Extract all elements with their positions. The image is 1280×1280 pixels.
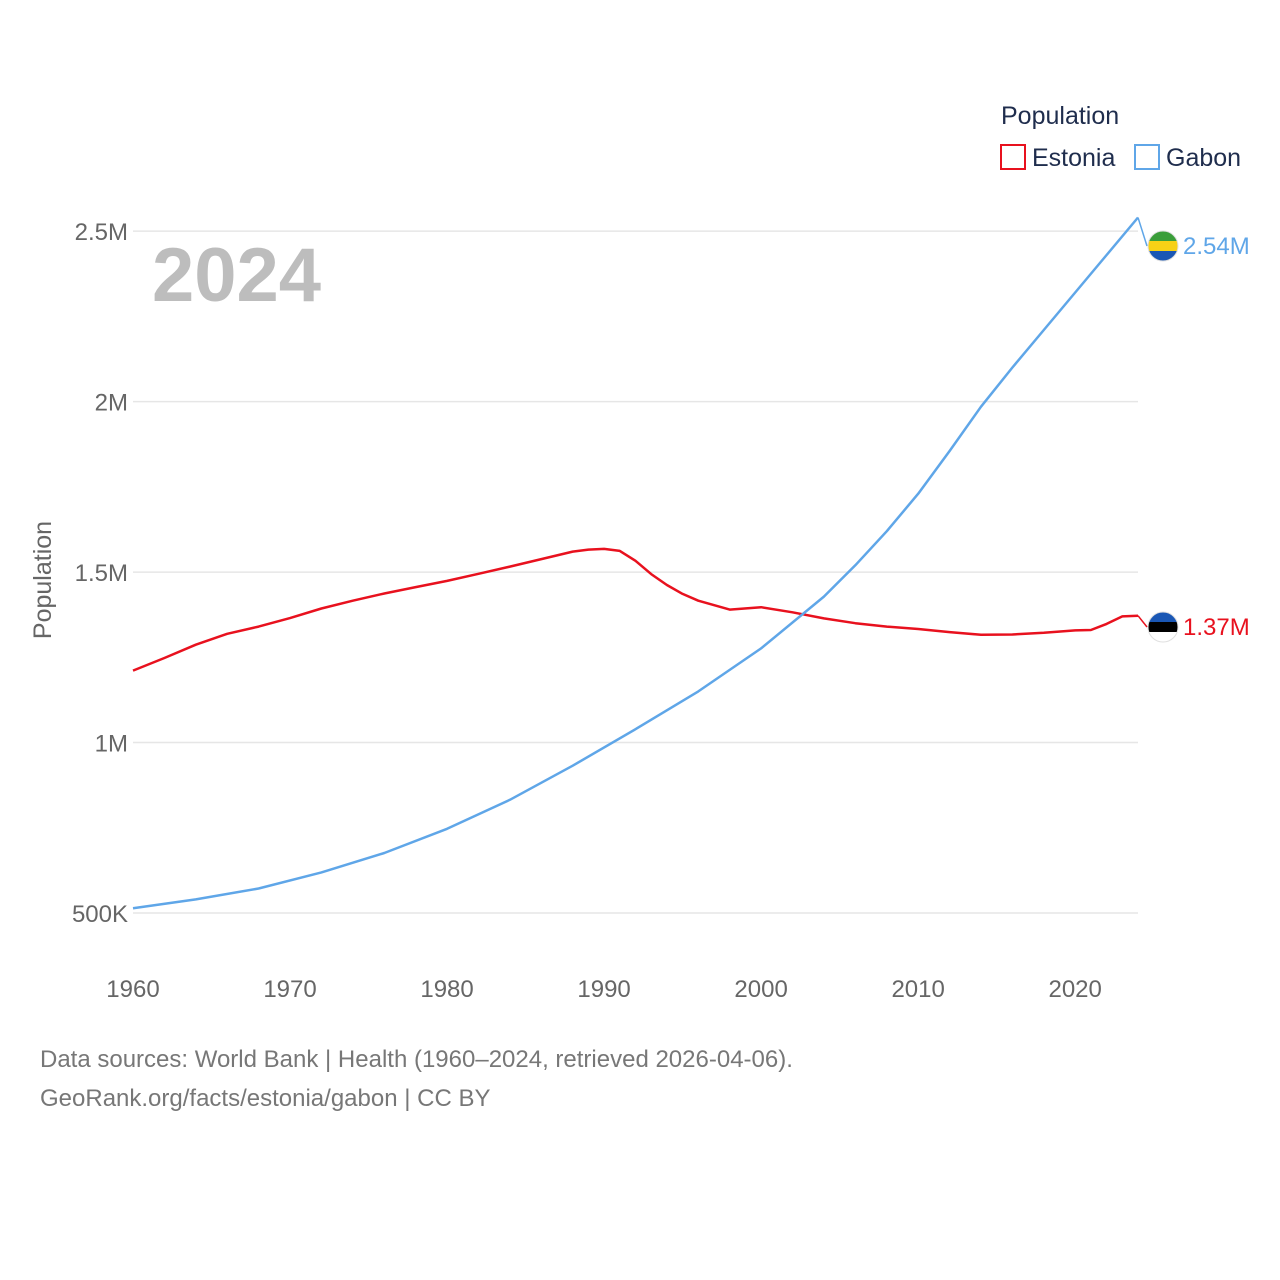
legend-item-gabon[interactable]: Gabon <box>1134 144 1241 172</box>
footer-link[interactable]: GeoRank.org/facts/estonia/gabon | CC BY <box>40 1085 491 1112</box>
legend-item-estonia[interactable]: Estonia <box>1000 144 1115 172</box>
y-tick-label: 500K <box>72 901 128 928</box>
gabon-flag-icon <box>1147 230 1179 262</box>
y-tick-label: 1M <box>95 731 128 758</box>
gridlines <box>133 230 1138 914</box>
legend-label-estonia: Estonia <box>1032 144 1115 172</box>
x-tick-label: 1980 <box>420 976 473 1003</box>
end-labels: 1.37M 2.54M <box>1137 217 1250 643</box>
y-tick-label: 2M <box>95 390 128 417</box>
y-axis-ticks: 500K 1M 1.5M 2M 2.5M <box>72 219 128 928</box>
legend-label-gabon: Gabon <box>1166 144 1241 172</box>
y-tick-label: 2.5M <box>75 219 128 246</box>
series-line-estonia[interactable] <box>132 547 1139 672</box>
x-tick-label: 2000 <box>734 976 787 1003</box>
x-tick-label: 2020 <box>1048 976 1101 1003</box>
estonia-flag-icon <box>1147 611 1179 643</box>
x-tick-label: 1970 <box>263 976 316 1003</box>
footer-sources: Data sources: World Bank | Health (1960–… <box>40 1046 793 1073</box>
end-connector-gabon <box>1137 217 1148 247</box>
x-tick-label: 1990 <box>577 976 630 1003</box>
x-tick-label: 1960 <box>106 976 159 1003</box>
y-axis-label: Population <box>29 521 57 639</box>
year-label: 2024 <box>152 233 321 318</box>
x-axis-ticks: 1960 1970 1980 1990 2000 2010 2020 <box>106 976 1102 1003</box>
legend-title: Population <box>1001 102 1119 130</box>
legend-swatch-estonia <box>1000 144 1026 170</box>
end-value-label-estonia: 1.37M <box>1183 614 1250 641</box>
legend-swatch-gabon <box>1134 144 1160 170</box>
y-tick-label: 1.5M <box>75 560 128 587</box>
x-tick-label: 2010 <box>891 976 944 1003</box>
legend: Population Estonia Gabon <box>1000 102 1241 172</box>
end-connector-estonia <box>1137 615 1148 628</box>
series-lines <box>132 216 1139 910</box>
series-line-gabon[interactable] <box>132 216 1139 910</box>
end-value-label-gabon: 2.54M <box>1183 233 1250 260</box>
